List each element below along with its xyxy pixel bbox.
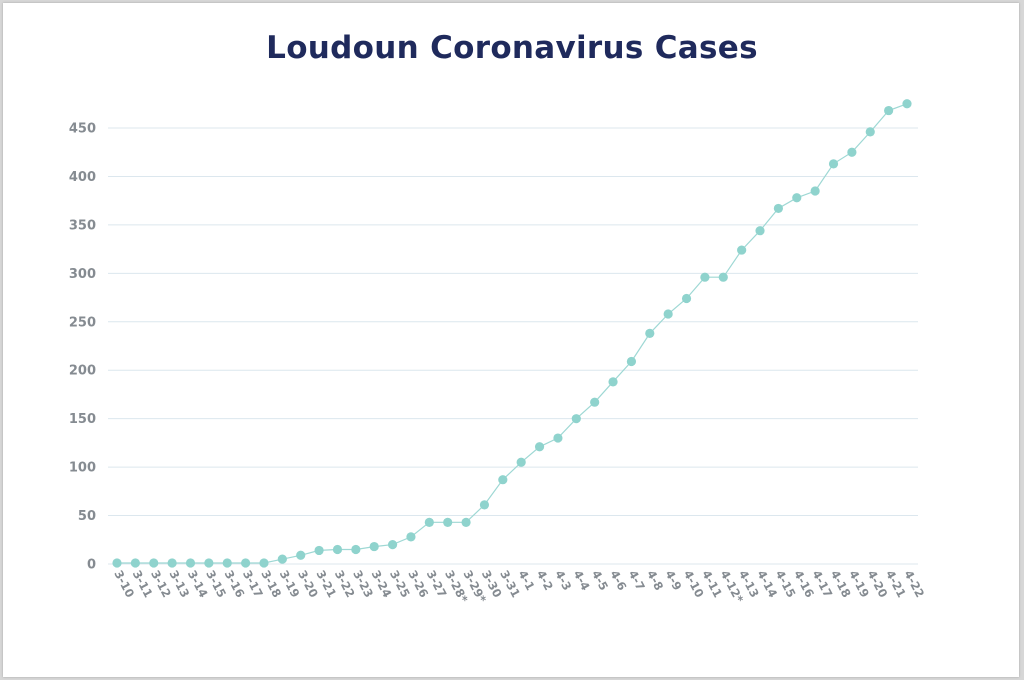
series-cases (112, 99, 912, 568)
data-point-3-11 (130, 558, 140, 568)
y-axis-ticks: 0 50 100 150 200 250 300 350 400 450 (69, 122, 96, 573)
data-point-4-16 (792, 193, 802, 203)
data-point-4-13 (737, 245, 747, 255)
x-tick-label-4-4: 4-4 (571, 568, 593, 593)
data-point-4-15 (773, 203, 783, 214)
data-point-4-19 (847, 147, 857, 157)
x-tick-label-4-3: 4-3 (552, 568, 574, 593)
data-point-3-20 (296, 550, 306, 560)
x-tick-label-4-8: 4-8 (644, 568, 666, 593)
x-tick-label-4-9: 4-9 (663, 568, 685, 593)
x-tick-label-4-6: 4-6 (607, 568, 629, 593)
y-tick-label-350: 350 (69, 218, 96, 233)
data-point-3-10 (112, 558, 122, 568)
y-tick-label-0: 0 (87, 558, 96, 573)
y-tick-label-150: 150 (69, 412, 96, 427)
chart-title: Loudoun Coronavirus Cases (266, 30, 758, 66)
data-point-4-9 (663, 309, 673, 319)
gridlines (108, 127, 918, 565)
x-axis-ticks: 3-103-113-123-133-143-153-163-173-183-19… (111, 568, 927, 605)
x-tick-label-4-7: 4-7 (626, 568, 648, 593)
data-point-4-14 (755, 226, 765, 236)
data-point-3-13 (167, 558, 177, 568)
data-point-3-28-star (443, 517, 453, 527)
data-point-3-30 (479, 500, 490, 510)
data-point-3-18 (259, 558, 269, 568)
data-point-3-19 (277, 554, 287, 564)
data-point-4-22 (902, 99, 912, 109)
data-point-3-24 (369, 541, 379, 552)
data-point-4-3 (553, 433, 563, 443)
y-tick-label-100: 100 (69, 461, 96, 476)
data-point-3-25 (387, 540, 398, 550)
y-tick-label-250: 250 (69, 315, 96, 330)
data-point-3-14 (185, 558, 196, 568)
y-tick-label-300: 300 (69, 267, 96, 282)
data-point-4-21 (884, 105, 894, 116)
y-tick-label-50: 50 (78, 509, 96, 524)
y-tick-label-450: 450 (69, 122, 96, 137)
data-point-4-8 (645, 328, 655, 339)
data-point-3-21 (314, 545, 324, 556)
data-point-4-18 (828, 159, 839, 169)
data-point-3-29-star (461, 517, 471, 527)
y-tick-label-400: 400 (69, 170, 96, 185)
data-point-4-12-star (718, 272, 728, 282)
data-point-4-2 (534, 442, 545, 452)
x-tick-label-4-5: 4-5 (589, 568, 611, 593)
data-point-3-17 (241, 558, 251, 568)
data-point-3-22 (332, 544, 343, 555)
data-point-4-5 (590, 397, 600, 407)
data-point-4-7 (626, 356, 637, 367)
data-point-4-11 (700, 272, 710, 282)
data-point-3-23 (351, 544, 361, 555)
data-point-3-31 (498, 475, 508, 485)
data-point-4-20 (865, 127, 875, 137)
data-point-3-16 (222, 558, 232, 568)
data-point-4-1 (516, 457, 526, 467)
data-point-4-6 (608, 377, 618, 387)
x-tick-label-4-2: 4-2 (534, 568, 556, 593)
data-point-3-15 (204, 558, 214, 568)
y-tick-label-200: 200 (69, 364, 96, 379)
data-point-4-17 (810, 186, 820, 196)
data-point-4-10 (681, 293, 692, 304)
data-point-4-4 (571, 414, 581, 424)
data-point-3-26 (406, 532, 416, 542)
data-point-3-27 (424, 517, 434, 527)
data-point-3-12 (149, 558, 159, 568)
series-line (117, 103, 908, 564)
